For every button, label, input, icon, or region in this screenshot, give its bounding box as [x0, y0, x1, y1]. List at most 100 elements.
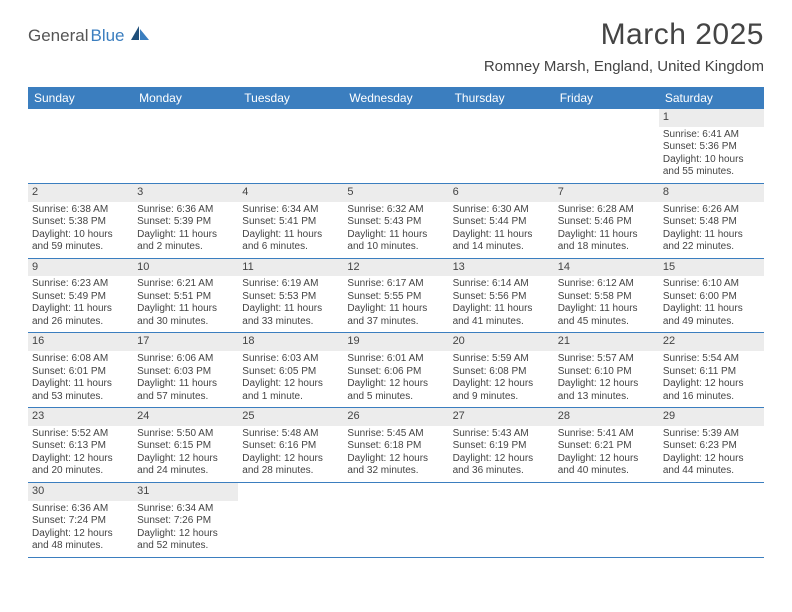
day-number: 1 [659, 109, 764, 127]
day-number: 3 [133, 184, 238, 202]
day-cell: 30Sunrise: 6:36 AMSunset: 7:24 PMDayligh… [28, 483, 133, 557]
week-row: 30Sunrise: 6:36 AMSunset: 7:24 PMDayligh… [28, 483, 764, 558]
week-row: 16Sunrise: 6:08 AMSunset: 6:01 PMDayligh… [28, 333, 764, 408]
day-daylight: Daylight: 11 hours and 57 minutes. [137, 378, 234, 403]
day-number: 6 [449, 184, 554, 202]
day-cell: 31Sunrise: 6:34 AMSunset: 7:26 PMDayligh… [133, 483, 238, 557]
day-sunset: Sunset: 5:58 PM [558, 291, 655, 304]
day-sunset: Sunset: 6:03 PM [137, 366, 234, 379]
day-cell: 18Sunrise: 6:03 AMSunset: 6:05 PMDayligh… [238, 333, 343, 407]
day-sunrise: Sunrise: 5:43 AM [453, 428, 550, 441]
day-number: 14 [554, 259, 659, 277]
day-cell [238, 109, 343, 183]
day-daylight: Daylight: 12 hours and 32 minutes. [347, 453, 444, 478]
day-daylight: Daylight: 11 hours and 6 minutes. [242, 229, 339, 254]
day-header: Wednesday [343, 87, 448, 109]
day-cell [659, 483, 764, 557]
day-cell: 1 Sunrise: 6:41 AMSunset: 5:36 PMDaylight… [659, 109, 764, 183]
day-sunrise: Sunrise: 6:41 AM [663, 129, 760, 142]
day-cell [554, 483, 659, 557]
day-sunset: Sunset: 6:10 PM [558, 366, 655, 379]
day-daylight: Daylight: 11 hours and 41 minutes. [453, 303, 550, 328]
day-daylight: Daylight: 12 hours and 20 minutes. [32, 453, 129, 478]
day-cell: 21Sunrise: 5:57 AMSunset: 6:10 PMDayligh… [554, 333, 659, 407]
day-sunrise: Sunrise: 6:10 AM [663, 278, 760, 291]
day-sunset: Sunset: 5:49 PM [32, 291, 129, 304]
day-sunset: Sunset: 5:56 PM [453, 291, 550, 304]
day-sunset: Sunset: 5:36 PM [663, 141, 760, 154]
day-sunset: Sunset: 6:18 PM [347, 440, 444, 453]
day-daylight: Daylight: 11 hours and 10 minutes. [347, 229, 444, 254]
weeks-container: 1Sunrise: 6:41 AMSunset: 5:36 PMDaylight… [28, 109, 764, 558]
day-number: 15 [659, 259, 764, 277]
day-daylight: Daylight: 12 hours and 16 minutes. [663, 378, 760, 403]
day-cell: 8Sunrise: 6:26 AMSunset: 5:48 PMDaylight… [659, 184, 764, 258]
day-sunset: Sunset: 5:51 PM [137, 291, 234, 304]
day-cell: 16 Sunrise: 6:08 AMSunset: 6:01 PMDayligh… [28, 333, 133, 407]
day-sunrise: Sunrise: 6:08 AM [32, 353, 129, 366]
day-number: 22 [659, 333, 764, 351]
day-daylight: Daylight: 12 hours and 48 minutes. [32, 528, 129, 553]
day-sunrise: Sunrise: 6:36 AM [137, 204, 234, 217]
day-sunrise: Sunrise: 5:59 AM [453, 353, 550, 366]
day-sunrise: Sunrise: 6:38 AM [32, 204, 129, 217]
day-number: 21 [554, 333, 659, 351]
day-number: 30 [28, 483, 133, 501]
day-cell [343, 483, 448, 557]
day-sunrise: Sunrise: 6:34 AM [242, 204, 339, 217]
day-cell: 10Sunrise: 6:21 AMSunset: 5:51 PMDayligh… [133, 259, 238, 333]
day-sunrise: Sunrise: 6:36 AM [32, 503, 129, 516]
day-sunrise: Sunrise: 6:03 AM [242, 353, 339, 366]
day-cell: 11Sunrise: 6:19 AMSunset: 5:53 PMDayligh… [238, 259, 343, 333]
day-sunrise: Sunrise: 6:28 AM [558, 204, 655, 217]
day-number: 9 [28, 259, 133, 277]
day-sunset: Sunset: 6:00 PM [663, 291, 760, 304]
day-daylight: Daylight: 11 hours and 53 minutes. [32, 378, 129, 403]
day-cell: 6Sunrise: 6:30 AMSunset: 5:44 PMDaylight… [449, 184, 554, 258]
day-sunset: Sunset: 5:48 PM [663, 216, 760, 229]
logo: General Blue [28, 18, 151, 47]
day-number: 27 [449, 408, 554, 426]
day-number: 5 [343, 184, 448, 202]
day-daylight: Daylight: 11 hours and 45 minutes. [558, 303, 655, 328]
day-sunrise: Sunrise: 6:26 AM [663, 204, 760, 217]
day-sunrise: Sunrise: 5:45 AM [347, 428, 444, 441]
day-daylight: Daylight: 10 hours and 55 minutes. [663, 154, 760, 179]
day-sunset: Sunset: 5:53 PM [242, 291, 339, 304]
day-number: 16 [28, 333, 133, 351]
day-sunset: Sunset: 7:26 PM [137, 515, 234, 528]
day-number: 12 [343, 259, 448, 277]
day-number: 31 [133, 483, 238, 501]
day-cell: 24Sunrise: 5:50 AMSunset: 6:15 PMDayligh… [133, 408, 238, 482]
week-row: 23Sunrise: 5:52 AMSunset: 6:13 PMDayligh… [28, 408, 764, 483]
title-block: March 2025 Romney Marsh, England, United… [484, 18, 764, 75]
day-cell: 25Sunrise: 5:48 AMSunset: 6:16 PMDayligh… [238, 408, 343, 482]
day-number: 25 [238, 408, 343, 426]
page-header: General Blue March 2025 Romney Marsh, En… [28, 18, 764, 75]
day-sunrise: Sunrise: 5:52 AM [32, 428, 129, 441]
day-cell: 3Sunrise: 6:36 AMSunset: 5:39 PMDaylight… [133, 184, 238, 258]
day-cell: 15Sunrise: 6:10 AMSunset: 6:00 PMDayligh… [659, 259, 764, 333]
day-sunset: Sunset: 6:16 PM [242, 440, 339, 453]
week-row: 1 Sunrise: 6:41 AMSunset: 5:36 PMDaylight… [28, 109, 764, 184]
week-row: 2Sunrise: 6:38 AMSunset: 5:38 PMDaylight… [28, 184, 764, 259]
day-daylight: Daylight: 11 hours and 49 minutes. [663, 303, 760, 328]
day-sunset: Sunset: 6:11 PM [663, 366, 760, 379]
day-number: 7 [554, 184, 659, 202]
day-sunset: Sunset: 5:43 PM [347, 216, 444, 229]
day-cell: 7Sunrise: 6:28 AMSunset: 5:46 PMDaylight… [554, 184, 659, 258]
day-sunrise: Sunrise: 5:48 AM [242, 428, 339, 441]
day-daylight: Daylight: 12 hours and 1 minute. [242, 378, 339, 403]
day-number: 4 [238, 184, 343, 202]
day-number: 8 [659, 184, 764, 202]
day-header: Monday [133, 87, 238, 109]
day-sunset: Sunset: 6:01 PM [32, 366, 129, 379]
day-sunset: Sunset: 5:46 PM [558, 216, 655, 229]
day-number: 13 [449, 259, 554, 277]
day-daylight: Daylight: 12 hours and 44 minutes. [663, 453, 760, 478]
day-sunrise: Sunrise: 5:39 AM [663, 428, 760, 441]
day-cell: 28Sunrise: 5:41 AMSunset: 6:21 PMDayligh… [554, 408, 659, 482]
day-cell [238, 483, 343, 557]
day-sunset: Sunset: 5:38 PM [32, 216, 129, 229]
day-cell [449, 483, 554, 557]
